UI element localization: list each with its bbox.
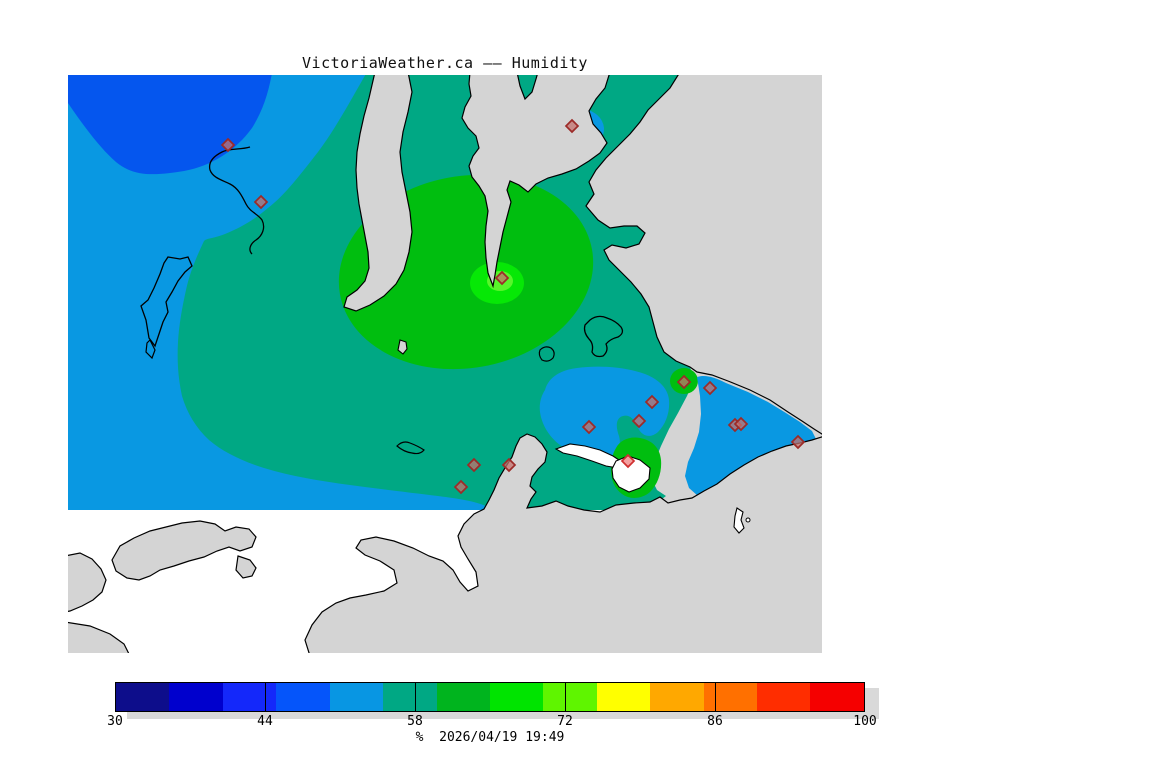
colorbar-caption: % 2026/04/19 19:49 xyxy=(415,730,565,745)
coastline-island-west xyxy=(140,256,193,348)
humidity-region-lightblue xyxy=(68,75,490,512)
colorbar-segment xyxy=(116,683,170,711)
station-marker xyxy=(501,457,517,473)
humidity-crescent xyxy=(539,366,670,459)
colorbar-segment xyxy=(329,683,384,711)
colorbar-segment xyxy=(383,683,437,711)
station-marker xyxy=(676,374,692,390)
colorbar-tick-label: 72 xyxy=(557,714,573,729)
coastline-islets-sooke xyxy=(396,441,425,455)
station-markers xyxy=(220,118,806,495)
station-marker xyxy=(733,416,749,432)
coastline-islet-west xyxy=(145,338,156,360)
station-marker xyxy=(620,453,636,469)
colorbar-segment xyxy=(543,683,597,711)
landmass-saanich-strip xyxy=(343,75,413,312)
colorbar-tick-label: 86 xyxy=(707,714,723,729)
white-dot-islet xyxy=(745,517,751,523)
coastline-island-ring xyxy=(583,315,624,358)
colorbar-tick xyxy=(265,682,266,712)
islet-southwest xyxy=(235,555,257,579)
white-peninsula-victoria xyxy=(611,455,651,493)
colorbar-segment xyxy=(222,683,277,711)
colorbar-segment xyxy=(436,683,490,711)
landmass-south xyxy=(304,433,822,653)
station-marker xyxy=(253,194,269,210)
station-marker xyxy=(453,479,469,495)
colorbar-segment xyxy=(757,683,811,711)
station-marker xyxy=(631,413,647,429)
colorbar-tick-label: 58 xyxy=(407,714,423,729)
colorbar xyxy=(115,682,865,712)
colorbar-tick-label: 44 xyxy=(257,714,273,729)
station-marker xyxy=(494,270,510,286)
station-marker xyxy=(790,434,806,450)
island-southwest xyxy=(111,520,257,581)
station-marker xyxy=(564,118,580,134)
station-marker xyxy=(581,419,597,435)
colorbar-tick xyxy=(565,682,566,712)
colorbar-segment xyxy=(703,683,758,711)
colorbar-segment xyxy=(169,683,223,711)
land-corner-bottom xyxy=(68,621,130,653)
land-corner-west xyxy=(68,552,107,613)
colorbar-tick xyxy=(415,682,416,712)
white-islet-east xyxy=(733,507,745,534)
colorbar-segment xyxy=(650,683,704,711)
map-title: VictoriaWeather.ca —— Humidity xyxy=(302,54,588,72)
colorbar-labels: 30 44 58 72 86 100 xyxy=(107,714,877,730)
colorbar-segment xyxy=(596,683,651,711)
coastline-inlet-northwest xyxy=(208,146,265,255)
colorbar-tick-label: 30 xyxy=(107,714,123,729)
humidity-region-royalblue xyxy=(68,75,272,175)
station-marker xyxy=(220,137,236,153)
islet-mid-west xyxy=(397,339,408,355)
colorbar-segment xyxy=(276,683,330,711)
coastline-islet-centre xyxy=(538,346,555,362)
colorbar-segment xyxy=(489,683,544,711)
humidity-region-east-blue xyxy=(685,375,816,499)
colorbar-tick-label: 100 xyxy=(853,714,877,729)
station-marker xyxy=(466,457,482,473)
colorbar-segment xyxy=(810,683,864,711)
landmass-east xyxy=(585,75,822,435)
station-marker xyxy=(644,394,660,410)
station-marker xyxy=(702,380,718,396)
colorbar-tick xyxy=(715,682,716,712)
